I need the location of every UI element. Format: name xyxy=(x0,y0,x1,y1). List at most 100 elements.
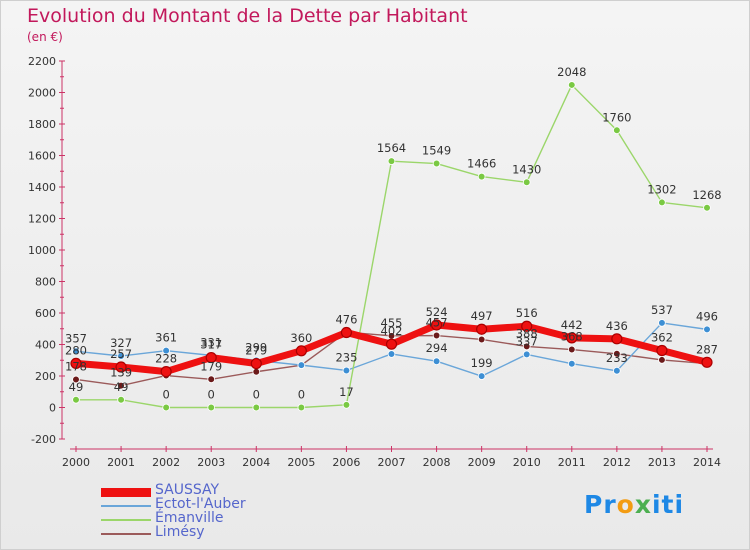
data-label-2: 1430 xyxy=(512,162,541,176)
data-label-2: 1760 xyxy=(602,110,631,124)
data-label-3: 287 xyxy=(696,342,718,356)
data-point-0 xyxy=(207,375,216,384)
data-point-2 xyxy=(432,159,441,168)
data-label-3: 524 xyxy=(426,305,448,319)
data-point-3 xyxy=(476,323,488,335)
data-label-1: 233 xyxy=(606,351,628,365)
legend-swatch-ectot xyxy=(101,505,151,507)
y-tick-label: 1000 xyxy=(28,244,56,257)
data-label-2: 0 xyxy=(253,388,260,402)
data-point-2 xyxy=(567,81,576,89)
data-point-2 xyxy=(252,403,261,412)
legend-swatch-limesy xyxy=(101,533,151,535)
data-point-0 xyxy=(477,335,486,344)
data-point-3 xyxy=(701,356,713,368)
data-point-3 xyxy=(115,361,127,373)
data-label-3: 497 xyxy=(471,309,493,323)
data-label-3: 360 xyxy=(290,331,312,345)
data-point-3 xyxy=(340,326,353,339)
y-tick-label: -200 xyxy=(31,433,56,446)
data-label-2: 49 xyxy=(69,380,84,394)
legend-swatch-saussay xyxy=(101,488,151,497)
data-label-1: 331 xyxy=(200,335,222,349)
legend-item-saussay: SAUSSAY xyxy=(101,482,301,499)
data-point-0 xyxy=(522,342,531,351)
x-tick-label: 2014 xyxy=(693,456,721,469)
y-tick-label: 0 xyxy=(49,402,56,415)
legend-swatch-emanville xyxy=(101,519,151,521)
x-tick-label: 2013 xyxy=(648,456,676,469)
x-tick-label: 2012 xyxy=(603,456,631,469)
x-tick-label: 2008 xyxy=(423,456,451,469)
data-label-2: 1466 xyxy=(467,157,496,171)
legend-label-saussay: SAUSSAY xyxy=(155,482,220,498)
data-point-3 xyxy=(205,351,217,364)
data-label-1: 294 xyxy=(426,341,448,355)
data-label-1: 327 xyxy=(110,336,132,350)
data-point-0 xyxy=(567,345,576,354)
data-point-3 xyxy=(385,338,398,350)
data-label-0: 368 xyxy=(561,330,583,344)
data-point-0 xyxy=(432,331,441,340)
data-label-2: 1302 xyxy=(647,182,676,196)
data-label-1: 357 xyxy=(65,331,87,345)
data-label-2: 0 xyxy=(208,388,215,402)
data-label-3: 279 xyxy=(245,344,267,358)
data-point-0 xyxy=(117,381,125,390)
data-point-1 xyxy=(162,346,170,355)
data-point-1 xyxy=(477,372,486,380)
data-point-1 xyxy=(72,347,80,356)
data-point-2 xyxy=(658,198,666,207)
legend-item-limesy: Limésy xyxy=(101,524,301,541)
data-label-1: 199 xyxy=(471,356,493,370)
data-point-0 xyxy=(72,375,80,384)
data-point-2 xyxy=(117,395,125,404)
data-point-1 xyxy=(342,366,351,375)
legend-label-ectot: Ectot-l'Auber xyxy=(155,496,246,512)
y-tick-label: 1200 xyxy=(28,213,56,226)
x-tick-label: 2006 xyxy=(332,456,360,469)
y-tick-label: 400 xyxy=(35,339,56,352)
x-tick-label: 2011 xyxy=(558,456,586,469)
data-label-2: 1549 xyxy=(422,144,451,158)
data-point-0 xyxy=(252,367,261,376)
y-tick-label: 2200 xyxy=(28,55,56,68)
data-point-2 xyxy=(387,157,396,165)
data-label-1: 337 xyxy=(516,334,538,348)
legend: SAUSSAY Ectot-l'Auber Émanville Limésy xyxy=(101,482,301,541)
data-point-1 xyxy=(522,350,531,359)
data-point-0 xyxy=(613,349,621,358)
chart-subtitle: (en €) xyxy=(27,30,63,44)
data-label-0: 457 xyxy=(426,316,448,330)
data-point-3 xyxy=(160,365,172,378)
proxiti-logo: Proxiti xyxy=(584,490,684,519)
data-point-1 xyxy=(658,319,666,327)
y-tick-label: 600 xyxy=(35,307,56,320)
x-tick-label: 2005 xyxy=(287,456,315,469)
data-point-3 xyxy=(295,345,307,357)
data-label-3: 362 xyxy=(651,330,673,344)
data-label-3: 317 xyxy=(200,338,222,352)
data-label-3: 476 xyxy=(335,313,357,327)
data-label-2: 1564 xyxy=(377,141,406,155)
data-point-1 xyxy=(432,357,441,365)
data-label-0: 178 xyxy=(65,359,87,373)
data-point-3 xyxy=(566,332,578,344)
data-label-3: 442 xyxy=(561,318,583,332)
data-point-2 xyxy=(297,403,306,412)
y-tick-label: 1600 xyxy=(28,150,56,163)
chart-title: Evolution du Montant de la Dette par Hab… xyxy=(27,5,468,27)
data-label-2: 1268 xyxy=(692,188,721,202)
data-label-3: 402 xyxy=(381,324,403,338)
data-point-2 xyxy=(72,395,80,404)
y-tick-label: 800 xyxy=(35,276,56,289)
x-tick-label: 2010 xyxy=(513,456,541,469)
data-point-3 xyxy=(70,357,82,369)
legend-item-ectot: Ectot-l'Auber xyxy=(101,496,301,513)
data-point-0 xyxy=(658,356,666,364)
data-point-1 xyxy=(117,352,125,360)
data-point-2 xyxy=(342,401,351,409)
x-tick-label: 2001 xyxy=(107,456,135,469)
logo-part-3: x xyxy=(634,490,652,519)
